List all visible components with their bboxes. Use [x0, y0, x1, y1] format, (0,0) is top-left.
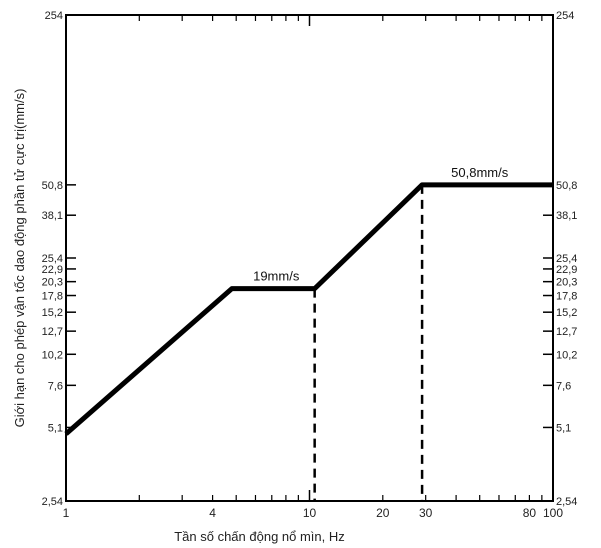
x-tick-label: 20: [376, 506, 390, 520]
y-tick-label-left: 12,7: [42, 326, 63, 338]
y-axis-title: Giới hạn cho phép vận tốc dao động phần …: [12, 89, 27, 428]
y-tick-label-left: 25,4: [42, 253, 63, 265]
y-tick-label-left: 22,9: [42, 264, 63, 276]
y-tick-label-right: 7,6: [556, 380, 571, 392]
y-tick-label-left: 38,1: [42, 210, 63, 222]
y-tick-label-right: 254: [556, 10, 574, 22]
y-tick-label-left: 10,2: [42, 349, 63, 361]
x-tick-label: 80: [523, 506, 537, 520]
y-tick-label-right: 2,54: [556, 496, 577, 508]
x-tick-label: 30: [419, 506, 433, 520]
y-tick-label-left: 17,8: [42, 291, 63, 303]
y-tick-label-left: 15,2: [42, 307, 63, 319]
x-tick-label: 10: [303, 506, 317, 520]
y-tick-label-right: 12,7: [556, 326, 577, 338]
y-tick-label-right: 5,1: [556, 422, 571, 434]
y-tick-label-right: 15,2: [556, 307, 577, 319]
x-axis-title: Tần số chấn động nổ mìn, Hz: [174, 529, 345, 544]
y-tick-label-left: 50,8: [42, 180, 63, 192]
y-tick-label-right: 20,3: [556, 277, 577, 289]
y-tick-label-left: 2,54: [42, 496, 63, 508]
y-tick-label-right: 22,9: [556, 264, 577, 276]
x-tick-label: 100: [543, 506, 563, 520]
annotation-label: 50,8mm/s: [451, 165, 509, 180]
x-tick-label: 4: [209, 506, 216, 520]
y-tick-label-left: 5,1: [48, 422, 63, 434]
y-tick-label-right: 38,1: [556, 210, 577, 222]
y-tick-label-right: 17,8: [556, 291, 577, 303]
y-tick-label-right: 10,2: [556, 349, 577, 361]
y-tick-label-right: 25,4: [556, 253, 577, 265]
y-tick-label-left: 254: [45, 10, 63, 22]
plot-frame: [66, 15, 553, 501]
x-tick-label: 1: [63, 506, 70, 520]
series-line: [66, 185, 553, 434]
annotation-label: 19mm/s: [253, 269, 300, 284]
y-tick-label-left: 20,3: [42, 277, 63, 289]
y-tick-label-left: 7,6: [48, 380, 63, 392]
y-tick-label-right: 50,8: [556, 180, 577, 192]
